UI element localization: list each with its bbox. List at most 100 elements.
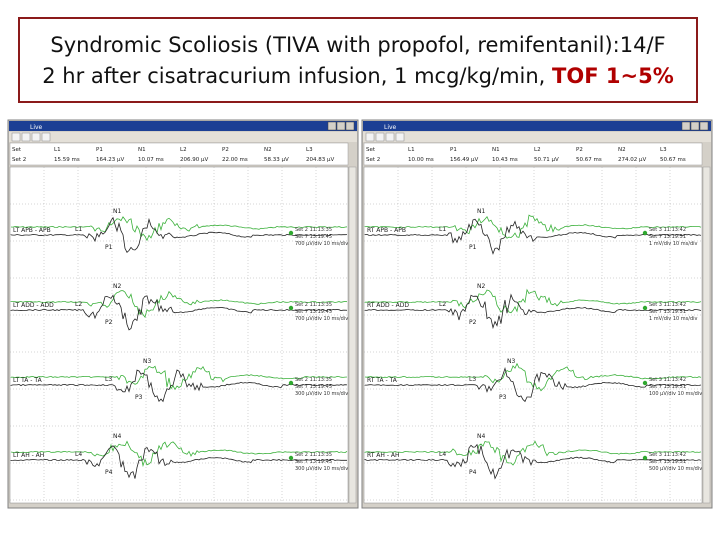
plot-area: [363, 166, 703, 504]
trace-settings: 1 mV/div 10 ms/div: [649, 316, 698, 322]
title-line: 2 hr after cisatracurium infusion, 1 mcg…: [20, 61, 696, 92]
marker-label: P3: [135, 394, 143, 401]
baseline-trace: [364, 362, 702, 392]
trace-settings: 300 µV/div 10 ms/div: [295, 391, 348, 397]
table-cell: 10.43 ms: [492, 157, 518, 163]
marker-label: L2: [75, 301, 82, 308]
window-button: [699, 121, 709, 131]
baseline-trace: [364, 288, 702, 314]
channel-label: RT APB - APB: [367, 227, 406, 234]
table-cell: 274.02 µV: [618, 157, 646, 163]
marker-label: P1: [105, 244, 113, 251]
table-header: L1: [408, 147, 415, 153]
table-cell: 10.00 ms: [408, 157, 434, 163]
tool-button: [21, 132, 31, 142]
table-cell: 22.00 ms: [222, 157, 248, 163]
marker-label: N3: [507, 358, 515, 365]
table-header: P2: [576, 147, 583, 153]
tool-button: [385, 132, 395, 142]
tool-button: [41, 132, 51, 142]
trace-settings: 500 µV/div 10 ms/div: [649, 466, 702, 472]
marker-label: P2: [469, 319, 477, 326]
marker-label: N2: [113, 283, 121, 290]
scrollbar: [702, 166, 711, 504]
trace-settings: Set 7 13:19:51: [649, 234, 686, 240]
tool-button: [365, 132, 375, 142]
window-button: [690, 121, 700, 131]
trace-settings: Set 2 11:13:35: [295, 452, 332, 458]
window-button: [681, 121, 691, 131]
set-marker: [642, 380, 648, 386]
marker-label: L1: [75, 226, 82, 233]
trace-settings: Set 7 13:19:45: [295, 234, 332, 240]
table-cell: Set 2: [12, 157, 26, 163]
title-bar: [9, 121, 357, 131]
marker-label: L2: [439, 301, 446, 308]
marker-label: L3: [105, 376, 112, 383]
window-button: [336, 121, 346, 131]
table-cell: 50.67 ms: [576, 157, 602, 163]
marker-label: N2: [477, 283, 485, 290]
marker-label: P2: [105, 319, 113, 326]
trace-settings: Set 3 11:13:42: [649, 452, 686, 458]
live-trace: [10, 445, 347, 479]
marker-label: P4: [469, 469, 477, 476]
table-cell: 58.33 µV: [264, 157, 289, 163]
tool-button: [11, 132, 21, 142]
baseline-trace: [10, 365, 348, 391]
trace-settings: Set 7 13:19:51: [649, 384, 686, 390]
table-header: Set: [366, 147, 376, 153]
title-box: Syndromic Scoliosis (TIVA with propofol,…: [18, 17, 698, 103]
set-marker: [642, 305, 648, 311]
channel-label: LT AH - AH: [13, 452, 44, 459]
trace-settings: Set 2 11:13:35: [295, 227, 332, 233]
table-header: L2: [180, 147, 187, 153]
table-cell: 15.59 ms: [54, 157, 80, 163]
trace-settings: Set 7 13:19:45: [295, 459, 332, 465]
table-header: P2: [222, 147, 229, 153]
window-title: Live: [384, 124, 397, 131]
trace-settings: 700 µV/div 10 ms/div: [295, 241, 348, 247]
baseline-trace: [364, 440, 702, 466]
marker-label: L4: [75, 451, 82, 458]
title-bar: [363, 121, 711, 131]
marker-label: N1: [113, 208, 121, 215]
channel-label: RT AH - AH: [367, 452, 400, 459]
trace-settings: Set 3 11:13:42: [649, 227, 686, 233]
table-cell: 50.71 µV: [534, 157, 559, 163]
marker-label: P1: [469, 244, 477, 251]
table-cell: 206.90 µV: [180, 157, 208, 163]
trace-settings: Set 2 11:13:35: [295, 377, 332, 383]
table-header: N1: [138, 147, 146, 153]
channel-label: LT TA - TA: [13, 377, 43, 384]
table-header: L2: [534, 147, 541, 153]
set-marker: [288, 455, 294, 461]
tool-button: [375, 132, 385, 142]
channel-label: LT ADD - ADD: [13, 302, 54, 309]
scrollbar: [348, 166, 357, 504]
table-cell: 50.67 ms: [660, 157, 686, 163]
marker-label: N3: [143, 358, 151, 365]
marker-label: L3: [469, 376, 476, 383]
trace-settings: 300 µV/div 10 ms/div: [295, 466, 348, 472]
title-highlight: TOF 1~5%: [552, 64, 674, 88]
table: [363, 142, 703, 166]
marker-label: P4: [105, 469, 113, 476]
channel-label: LT APB - APB: [13, 227, 51, 234]
marker-label: N4: [113, 433, 121, 440]
channel-label: RT ADD - ADD: [367, 302, 409, 309]
window-button: [327, 121, 337, 131]
window-title: Live: [30, 124, 43, 131]
table-cell: 204.83 µV: [306, 157, 334, 163]
trace-settings: Set 2 11:13:35: [295, 302, 332, 308]
trace-settings: Set 7 13:19:51: [649, 309, 686, 315]
trace-settings: Set 7 13:19:51: [649, 459, 686, 465]
table-header: L3: [660, 147, 667, 153]
table-header: P1: [450, 147, 457, 153]
set-marker: [288, 380, 294, 386]
title-line: Syndromic Scoliosis (TIVA with propofol,…: [50, 33, 666, 57]
trace-settings: 700 µV/div 10 ms/div: [295, 316, 348, 322]
toolbar: [363, 132, 711, 142]
baseline-trace: [364, 214, 702, 239]
tool-button: [395, 132, 405, 142]
